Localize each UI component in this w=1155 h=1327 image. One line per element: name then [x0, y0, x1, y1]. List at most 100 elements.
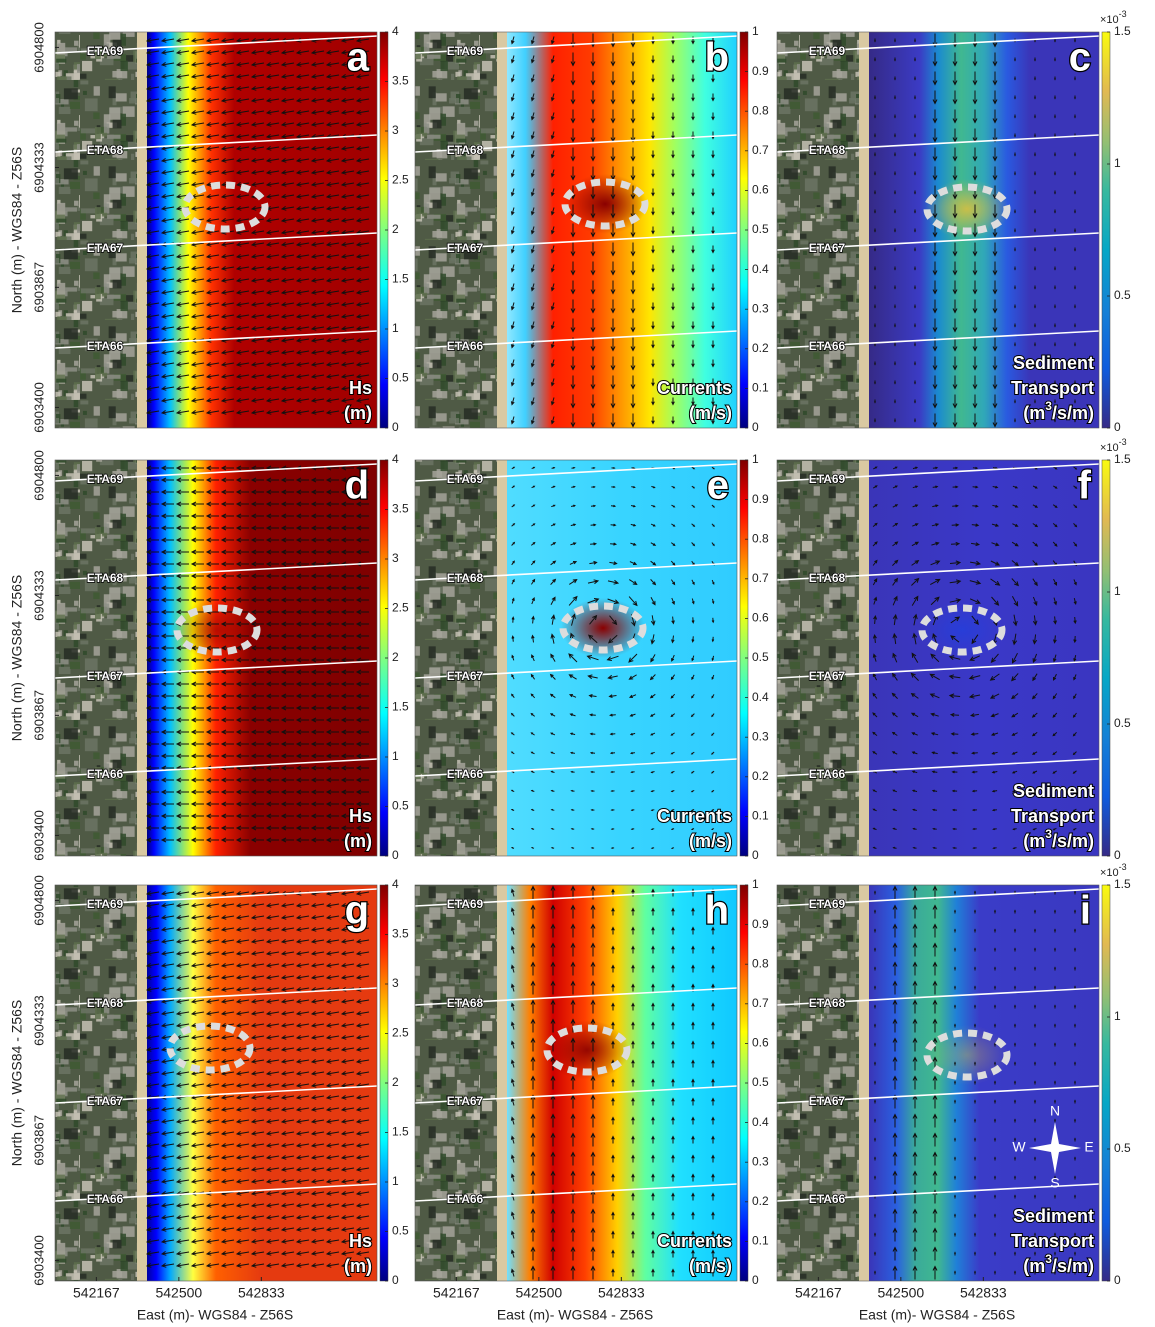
multiplier-exponent: -3	[1119, 437, 1127, 447]
transect-label: ETA69	[447, 44, 484, 58]
colorbar-tick-label: 0.5	[1114, 716, 1131, 730]
field	[507, 460, 737, 856]
colorbar-title: (m3/s/m)	[1023, 827, 1094, 851]
y-tick-label: 6903400	[31, 810, 46, 861]
transect-label: ETA66	[87, 339, 124, 353]
land	[415, 460, 507, 856]
compass-north: N	[1050, 1103, 1060, 1119]
land	[55, 885, 147, 1281]
land	[777, 885, 869, 1281]
colorbar-tick-label: 0.8	[752, 531, 769, 545]
colorbar	[1102, 885, 1110, 1281]
colorbar-tick-label: 2.5	[392, 601, 409, 615]
colorbar-tick-label: 1.5	[1114, 877, 1131, 891]
transect-label: ETA69	[809, 472, 846, 486]
x-axis-label: East (m)- WGS84 - Z56S	[137, 1307, 293, 1323]
multiplier-base: ×10	[1100, 867, 1119, 879]
colorbar-tick-label: 0.1	[752, 1234, 769, 1248]
colorbar-tick-label: 0.3	[752, 729, 769, 743]
colorbar-tick-label: 0.4	[752, 262, 769, 276]
colorbar-title: Hs	[349, 806, 372, 826]
colorbar-tick-label: 0.5	[392, 371, 409, 385]
colorbar-tick-label: 1	[752, 24, 759, 38]
colorbar-tick-label: 1	[392, 321, 399, 335]
transect-label: ETA66	[447, 339, 484, 353]
transect-label: ETA66	[447, 767, 484, 781]
land	[415, 32, 507, 428]
field	[147, 460, 377, 856]
panel-letter: g	[345, 889, 369, 933]
transect-label: ETA68	[87, 571, 124, 585]
field	[147, 32, 377, 428]
colorbar-tick-label: 0.5	[392, 1224, 409, 1238]
figure: ETA69ETA68ETA67ETA66a00.511.522.533.54Hs…	[0, 0, 1155, 1327]
field	[507, 885, 737, 1281]
unit-part: /s/m)	[1052, 403, 1094, 423]
x-axis-label: East (m)- WGS84 - Z56S	[859, 1307, 1015, 1323]
transect-label: ETA67	[87, 1094, 124, 1108]
transect-label: ETA68	[809, 143, 846, 157]
x-tick-label: 542500	[515, 1285, 562, 1301]
transect-label: ETA69	[809, 44, 846, 58]
colorbar-tick-label: 0	[752, 420, 759, 434]
colorbar-tick-label: 1	[752, 877, 759, 891]
colorbar-tick-label: 1	[392, 1174, 399, 1188]
colorbar-tick-label: 3.5	[392, 502, 409, 516]
colorbar-tick-label: 0.3	[752, 301, 769, 315]
transect-label: ETA67	[87, 241, 124, 255]
colorbar-tick-label: 2.5	[392, 173, 409, 187]
colorbar-title: (m)	[344, 831, 372, 851]
transect-label: ETA66	[87, 767, 124, 781]
transect-label: ETA67	[809, 241, 846, 255]
colorbar-tick-label: 0.1	[752, 809, 769, 823]
colorbar-title: (m/s)	[689, 403, 732, 423]
transect-label: ETA69	[87, 472, 124, 486]
colorbar-tick-label: 0.9	[752, 64, 769, 78]
transect-label: ETA66	[809, 1192, 846, 1206]
transect-label: ETA68	[447, 996, 484, 1010]
transect-label: ETA69	[809, 897, 846, 911]
colorbar-tick-label: 0	[392, 1273, 399, 1287]
transect-label: ETA67	[87, 669, 124, 683]
colorbar-tick-label: 3	[392, 976, 399, 990]
x-tick-label: 542500	[877, 1285, 924, 1301]
panel-letter: d	[345, 464, 369, 508]
colorbar-tick-label: 3	[392, 123, 399, 137]
colorbar-tick-label: 0	[392, 848, 399, 862]
colorbar-tick-label: 0.2	[752, 1194, 769, 1208]
x-tick-label: 542167	[73, 1285, 120, 1301]
colorbar-title: (m/s)	[689, 831, 732, 851]
colorbar-tick-label: 1.5	[1114, 24, 1131, 38]
colorbar-tick-label: 0.6	[752, 1036, 769, 1050]
y-axis-label: North (m) - WGS84 - Z56S	[9, 575, 25, 741]
transect-label: ETA67	[447, 669, 484, 683]
transect-label: ETA69	[87, 44, 124, 58]
transect-label: ETA68	[87, 996, 124, 1010]
compass-east: E	[1084, 1139, 1093, 1155]
colorbar-tick-label: 0.4	[752, 1115, 769, 1129]
colorbar-tick-label: 0	[752, 1273, 759, 1287]
transect-label: ETA67	[447, 1094, 484, 1108]
colorbar-tick-label: 2.5	[392, 1026, 409, 1040]
transect-label: ETA68	[809, 996, 846, 1010]
unit-part: /s/m)	[1052, 1256, 1094, 1276]
land	[777, 460, 869, 856]
colorbar-tick-label: 1.5	[392, 272, 409, 286]
y-tick-label: 6904333	[31, 570, 46, 621]
colorbar-tick-label: 1	[1114, 584, 1121, 598]
unit-part: (m	[1023, 831, 1045, 851]
colorbar-tick-label: 0.9	[752, 492, 769, 506]
y-tick-label: 6904800	[31, 875, 46, 926]
map-panel: ETA69ETA68ETA67ETA66	[55, 885, 377, 1281]
colorbar-tick-label: 2	[392, 650, 399, 664]
colorbar-title: (m3/s/m)	[1023, 399, 1094, 423]
panel-letter: f	[1078, 464, 1092, 508]
transect-label: ETA69	[447, 897, 484, 911]
colorbar-tick-label: 3.5	[392, 74, 409, 88]
unit-part: (m	[1023, 403, 1045, 423]
transect-label: ETA66	[809, 767, 846, 781]
y-tick-label: 6903867	[31, 690, 46, 741]
transect-label: ETA66	[809, 339, 846, 353]
